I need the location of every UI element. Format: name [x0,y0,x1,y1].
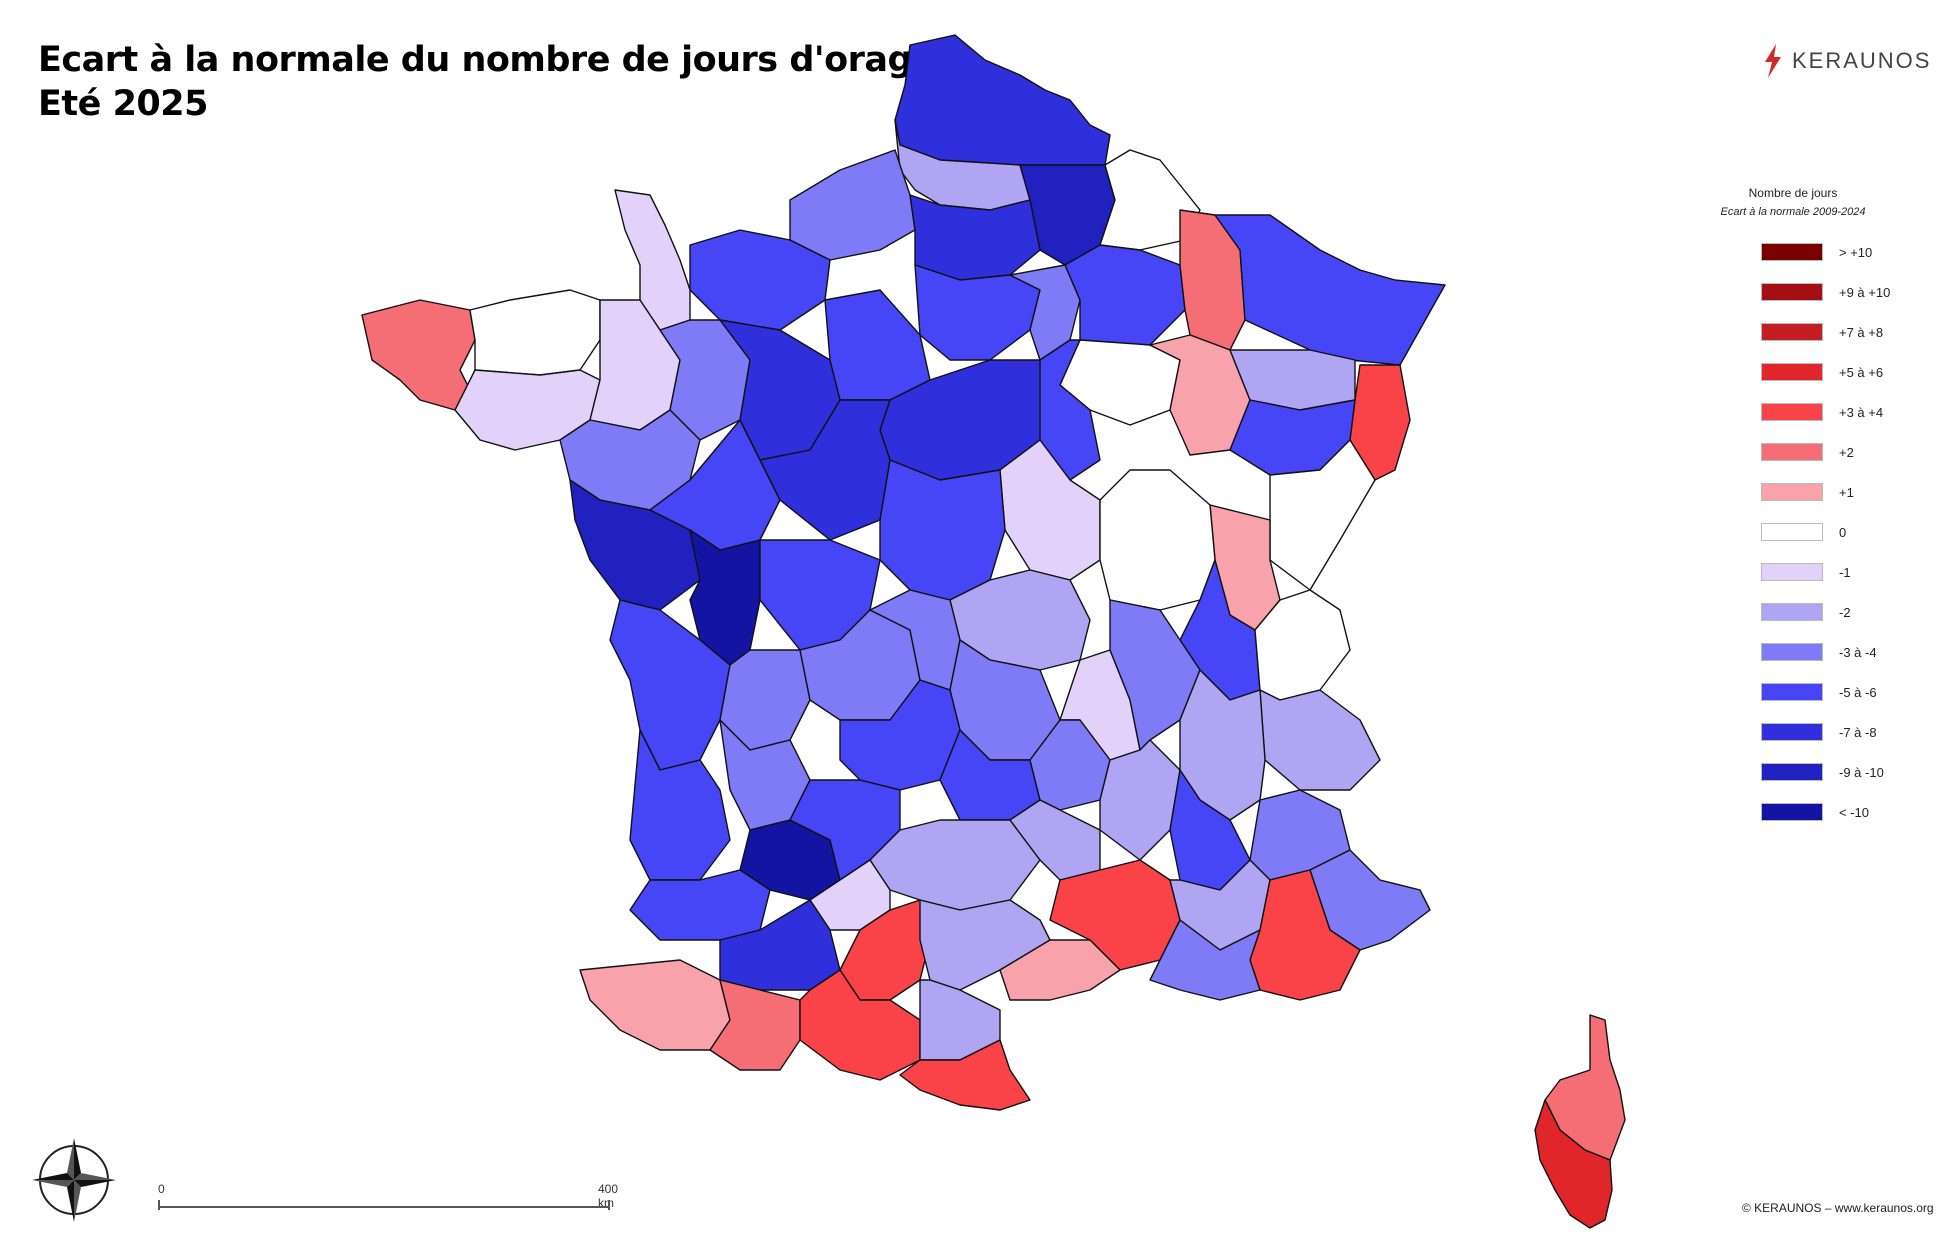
region-corse-du-sud [1534,1099,1613,1229]
scale-tick-end [608,1200,610,1210]
legend-item: +2 [1716,432,1936,472]
legend-swatch [1761,323,1823,341]
legend-swatch [1761,483,1823,501]
region-bouches-rhone [1149,919,1261,1001]
legend-swatch [1761,763,1823,781]
legend-swatch [1761,603,1823,621]
legend-item: -1 [1716,552,1936,592]
region-finistere [361,299,476,411]
brand-name: KERAUNOS [1792,48,1932,73]
legend-item: < -10 [1716,792,1936,832]
legend-swatch [1761,723,1823,741]
region-val-oise [909,194,1041,281]
region-nord [894,34,1111,166]
legend-item: +7 à +8 [1716,312,1936,352]
legend-swatch [1761,643,1823,661]
region-pyrenees-atlantiques [579,959,731,1051]
legend-item: -9 à -10 [1716,752,1936,792]
legend-item: +5 à +6 [1716,352,1936,392]
legend-item: +9 à +10 [1716,272,1936,312]
legend-label: -2 [1839,604,1851,620]
legend-title: Nombre de jours [1748,186,1838,200]
legend-swatch [1761,443,1823,461]
region-tarn-garonne [809,859,891,931]
legend-label: +1 [1839,484,1854,500]
legend-swatch [1761,523,1823,541]
legend-label: +9 à +10 [1839,284,1891,300]
legend-label: +2 [1839,444,1854,460]
legend-item: -5 à -6 [1716,672,1936,712]
region-cotes-armor [469,289,601,376]
legend-swatch [1761,283,1823,301]
legend-label: -5 à -6 [1839,684,1877,700]
map-title-line1: Ecart à la normale du nombre de jours d'… [38,40,936,80]
legend-swatch [1761,683,1823,701]
region-savoie [1259,689,1381,791]
map-title: Ecart à la normale du nombre de jours d'… [38,38,936,126]
region-marne [1064,244,1186,346]
legend-item: +3 à +4 [1716,392,1936,432]
legend-swatch [1761,563,1823,581]
legend-label: -7 à -8 [1839,724,1877,740]
copyright: © KERAUNOS – www.keraunos.org [1742,1201,1934,1215]
region-cher [879,459,1006,601]
brand-logo: KERAUNOS [1762,44,1931,78]
legend-label: -1 [1839,564,1851,580]
legend-swatch [1761,803,1823,821]
compass-rose-icon [32,1138,116,1227]
scale-tick-start [158,1200,160,1210]
legend-label: -3 à -4 [1839,644,1877,660]
region-herault-coast [999,939,1121,1001]
legend-subtitle: Ecart à la normale 2009-2024 [1720,206,1866,218]
scale-line [158,1206,610,1208]
map-title-line2: Eté 2025 [38,84,208,124]
legend-list: > +10 +9 à +10 +7 à +8 +5 à +6 +3 à +4 +2 +1 0 -… [1716,232,1936,832]
region-lozere [1009,799,1101,881]
legend-item: +1 [1716,472,1936,512]
legend-label: +3 à +4 [1839,404,1884,420]
legend-label: > +10 [1839,244,1873,260]
region-normandie-est [789,149,916,261]
legend-swatch [1761,363,1823,381]
legend-swatch [1761,243,1823,261]
region-pyrenees-orientales [899,1039,1031,1111]
legend: Nombre de jours Ecart à la normale 2009-… [1716,186,1936,832]
region-landes [629,869,771,941]
legend-label: +5 à +6 [1839,364,1884,380]
legend-label: < -10 [1839,804,1869,820]
legend-swatch [1761,403,1823,421]
region-gironde [629,729,731,881]
legend-item: 0 [1716,512,1936,552]
region-saone-loire [1099,469,1216,611]
region-moselle [1214,214,1446,366]
region-indre-loire [759,399,891,541]
legend-label: -9 à -10 [1839,764,1884,780]
legend-item: -2 [1716,592,1936,632]
region-eure-loir [824,289,931,401]
scale-start-label: 0 [158,1182,165,1196]
legend-item: > +10 [1716,232,1936,272]
legend-item: -3 à -4 [1716,632,1936,672]
legend-label: 0 [1839,524,1847,540]
legend-label: +7 à +8 [1839,324,1884,340]
region-vendee [569,479,701,611]
region-hautes-pyrenees [709,979,801,1071]
lightning-bolt-icon [1765,44,1781,78]
legend-item: -7 à -8 [1716,712,1936,752]
